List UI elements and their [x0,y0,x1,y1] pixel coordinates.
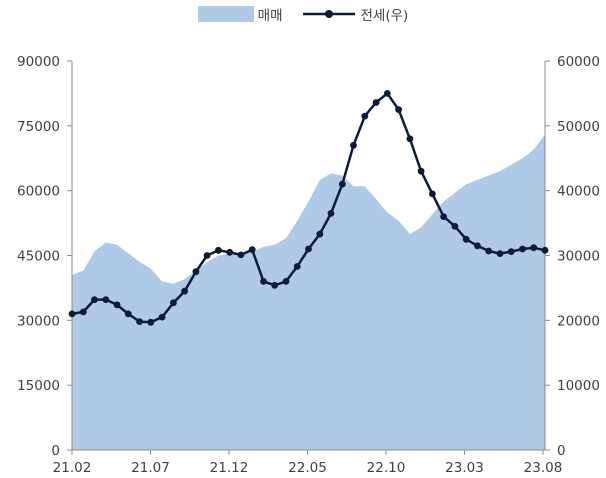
line-point-jeonse [170,299,177,307]
line-point-jeonse [451,222,459,230]
line-point-jeonse [507,248,515,256]
legend-line-swatch [302,10,355,18]
line-point-jeonse [68,310,76,318]
line-point-jeonse [260,278,267,285]
line-point-jeonse [350,141,357,149]
chart-legend: 매매 전세(우) [0,4,606,24]
x-tick-label: 21.07 [131,460,170,476]
line-point-jeonse [383,90,391,97]
y-right-tick-label: 30000 [557,249,600,265]
line-point-jeonse [282,278,290,285]
x-tick-label: 21.12 [210,460,249,476]
area-series-maemae [72,134,545,450]
y-left-tick-label: 45000 [17,249,60,265]
y-right-tick-label: 60000 [557,54,600,70]
line-point-jeonse [305,245,312,253]
y-left-tick-label: 0 [51,443,60,459]
legend-item-line: 전세(우) [301,4,409,24]
line-point-jeonse [102,296,110,303]
line-point-jeonse [327,210,335,217]
line-point-jeonse [91,296,98,303]
y-right-tick-label: 20000 [557,313,600,329]
x-tick-label: 23.03 [445,460,484,476]
x-tick-label: 22.05 [288,460,327,476]
x-tick-label: 23.08 [524,460,563,476]
line-point-jeonse [361,112,369,120]
y-left-tick-label: 90000 [17,54,60,70]
line-point-jeonse [338,180,346,188]
legend-item-area: 매매 [197,4,283,24]
line-point-jeonse [372,99,380,106]
y-right-tick-label: 10000 [557,378,600,394]
y-right-tick-label: 40000 [557,184,600,200]
y-left-tick-label: 60000 [17,184,60,200]
line-point-jeonse [237,251,245,259]
line-point-jeonse [496,250,504,257]
line-point-jeonse [316,230,324,238]
line-point-jeonse [158,313,166,321]
x-tick-label: 21.02 [53,460,92,476]
line-point-jeonse [406,135,414,143]
line-point-jeonse [474,242,481,250]
line-point-jeonse [417,167,425,175]
y-left-tick-label: 30000 [17,313,60,329]
y-left-tick-label: 75000 [17,119,60,135]
line-point-jeonse [136,318,144,325]
line-point-jeonse [124,310,132,318]
legend-area-swatch [197,6,254,22]
legend-area-label: 매매 [257,8,283,24]
line-point-jeonse [271,281,279,289]
y-right-tick-label: 0 [557,443,566,459]
legend-line-label: 전세(우) [360,8,409,24]
line-point-jeonse [293,263,301,270]
line-point-jeonse [226,248,234,256]
line-point-jeonse [485,247,493,255]
line-point-jeonse [147,318,155,326]
line-point-jeonse [429,190,436,198]
line-point-jeonse [203,252,211,259]
line-point-jeonse [530,244,538,252]
line-point-jeonse [215,246,222,254]
y-left-tick-label: 15000 [17,378,60,394]
line-point-jeonse [181,287,189,295]
line-point-jeonse [462,235,470,243]
line-point-jeonse [248,246,256,254]
x-tick-label: 22.10 [367,460,406,476]
line-point-jeonse [79,308,87,316]
y-right-tick-label: 50000 [557,119,600,135]
line-point-jeonse [440,213,447,221]
line-point-jeonse [192,268,200,276]
line-point-jeonse [113,301,121,309]
line-point-jeonse [395,106,402,113]
line-point-jeonse [519,245,526,253]
line-point-jeonse [541,246,549,254]
